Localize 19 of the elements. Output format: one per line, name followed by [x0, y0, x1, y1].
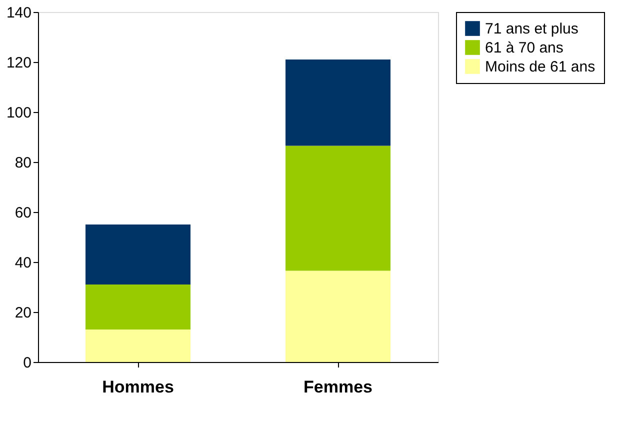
- y-tick-label: 120: [6, 54, 32, 72]
- y-tick-label: 80: [14, 154, 32, 172]
- bar: [286, 146, 390, 271]
- y-tick-label: 0: [23, 354, 32, 372]
- y-tick-label: 60: [14, 204, 32, 222]
- y-tick-label: 140: [6, 4, 32, 22]
- y-tick-label: 100: [6, 104, 32, 122]
- legend-label: 61 à 70 ans: [485, 40, 564, 56]
- bar: [86, 330, 190, 362]
- bar: [86, 284, 190, 330]
- y-tick-label: 40: [14, 254, 32, 272]
- x-tick-label: Hommes: [102, 378, 174, 396]
- y-tick-label: 20: [14, 304, 32, 322]
- bar: [286, 270, 390, 362]
- bar: [286, 60, 390, 146]
- legend-label: 71 ans et plus: [485, 20, 578, 38]
- legend-label: Moins de 61 ans: [485, 58, 596, 76]
- x-tick-label: Femmes: [304, 378, 372, 396]
- bar: [86, 224, 190, 284]
